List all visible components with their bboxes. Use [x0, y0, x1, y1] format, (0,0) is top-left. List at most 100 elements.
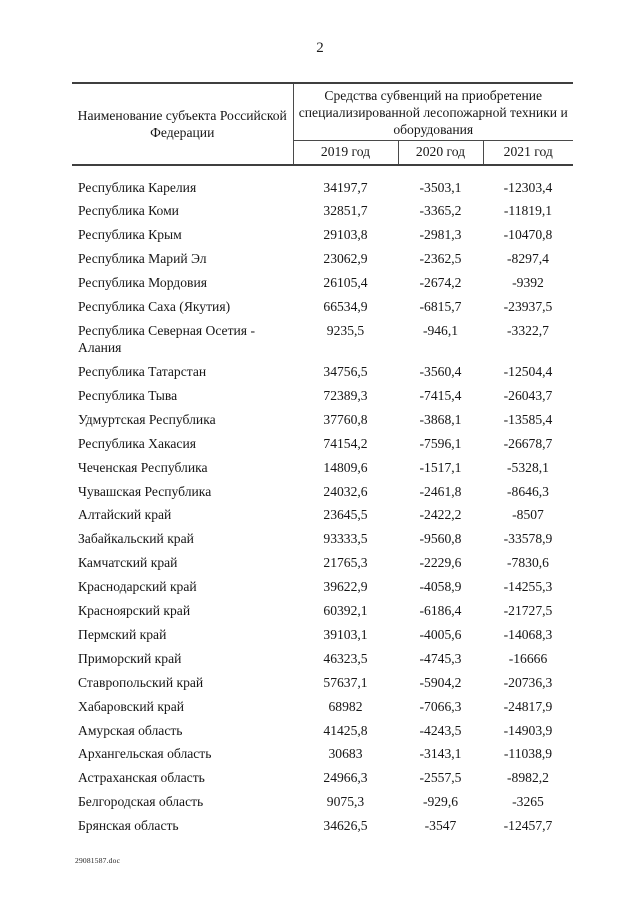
value-cell-2020: -6815,7 [419, 299, 462, 315]
value-cell-2019: 26105,4 [323, 275, 368, 291]
table-row: Красноярский край 60392,1 -6186,4 -21727… [72, 599, 573, 623]
table-row: Ставропольский край 57637,1 -5904,2 -207… [72, 670, 573, 694]
footer-filename: 29081587.doc [75, 856, 121, 865]
value-cell-2021: -12303,4 [503, 179, 553, 195]
region-name-cell: Астраханская область [78, 770, 205, 786]
value-cell-2019: 34626,5 [323, 818, 368, 834]
region-name-cell: Республика Марий Эл [78, 251, 207, 267]
table-row: Республика Коми 32851,7 -3365,2 -11819,1 [72, 199, 573, 223]
table-row: Хабаровский край 68982 -7066,3 -24817,9 [72, 694, 573, 718]
table-row: Чувашская Республика 24032,6 -2461,8 -86… [72, 479, 573, 503]
value-cell-2021: -11819,1 [503, 203, 553, 219]
value-cell-2021: -26043,7 [503, 387, 553, 403]
value-cell-2019: 30683 [328, 746, 363, 762]
value-cell-2021: -33578,9 [503, 531, 553, 547]
value-cell-2021: -23937,5 [503, 299, 553, 315]
value-cell-2020: -7415,4 [419, 387, 462, 403]
value-cell-2019: 32851,7 [323, 203, 368, 219]
value-cell-2020: -4745,3 [419, 650, 462, 666]
value-cell-2020: -7596,1 [419, 435, 462, 451]
table-row: Республика Марий Эл 23062,9 -2362,5 -829… [72, 247, 573, 271]
table-row: Алтайский край 23645,5 -2422,2 -8507 [72, 503, 573, 527]
table-row: Белгородская область 9075,3 -929,6 -3265 [72, 790, 573, 814]
value-cell-2020: -6186,4 [419, 603, 462, 619]
value-cell-2021: -24817,9 [503, 698, 553, 714]
region-name-cell: Амурская область [78, 722, 183, 738]
value-cell-2020: -3560,4 [419, 363, 462, 379]
table-row: Астраханская область 24966,3 -2557,5 -89… [72, 766, 573, 790]
value-cell-2021: -12457,7 [503, 818, 553, 834]
region-name-cell: Алтайский край [78, 507, 172, 523]
region-name-cell: Камчатский край [78, 555, 178, 571]
value-cell-2021: -13585,4 [503, 411, 553, 427]
value-cell-2020: -2422,2 [419, 507, 462, 523]
table-row: Республика Карелия 34197,7 -3503,1 -1230… [72, 165, 573, 200]
value-cell-2021: -3265 [512, 794, 544, 810]
value-cell-2020: -3868,1 [419, 411, 462, 427]
value-cell-2021: -3322,7 [507, 322, 549, 338]
value-cell-2019: 93333,5 [323, 531, 368, 547]
value-cell-2021: -16666 [508, 650, 548, 666]
table-row: Республика Мордовия 26105,4 -2674,2 -939… [72, 271, 573, 295]
table-row: Забайкальский край 93333,5 -9560,8 -3357… [72, 527, 573, 551]
region-name-cell: Республика Карелия [78, 179, 197, 195]
value-cell-2020: -7066,3 [419, 698, 462, 714]
value-cell-2019: 14809,6 [323, 459, 368, 475]
value-cell-2020: -5904,2 [419, 674, 462, 690]
value-cell-2019: 37760,8 [323, 411, 368, 427]
table-row: Пермский край 39103,1 -4005,6 -14068,3 [72, 623, 573, 647]
value-cell-2019: 41425,8 [323, 722, 368, 738]
value-cell-2020: -3503,1 [419, 179, 462, 195]
table-row: Камчатский край 21765,3 -2229,6 -7830,6 [72, 551, 573, 575]
value-cell-2020: -2362,5 [419, 251, 462, 267]
value-cell-2021: -26678,7 [503, 435, 553, 451]
region-name-cell: Приморский край [78, 650, 182, 666]
table-row: Архангельская область 30683 -3143,1 -110… [72, 742, 573, 766]
table-row: Амурская область 41425,8 -4243,5 -14903,… [72, 718, 573, 742]
value-cell-2020: -2229,6 [419, 555, 462, 571]
value-cell-2019: 9235,5 [326, 322, 365, 338]
table-row: Республика Татарстан 34756,5 -3560,4 -12… [72, 360, 573, 384]
value-cell-2019: 21765,3 [323, 555, 368, 571]
value-cell-2019: 29103,8 [323, 227, 368, 243]
table-header: Наименование субъекта Российской Федерац… [72, 82, 573, 166]
value-cell-2020: -2674,2 [419, 275, 462, 291]
value-cell-2020: -2557,5 [419, 770, 462, 786]
value-cell-2020: -4243,5 [419, 722, 462, 738]
value-cell-2020: -946,1 [422, 322, 459, 338]
value-cell-2021: -11038,9 [503, 746, 553, 762]
column-header-year-2019: 2019 год [293, 140, 398, 166]
table-row: Республика Тыва 72389,3 -7415,4 -26043,7 [72, 383, 573, 407]
region-name-cell: Республика Тыва [78, 387, 178, 403]
value-cell-2020: -4005,6 [419, 626, 462, 642]
region-name-cell: Республика Крым [78, 227, 182, 243]
region-name-cell: Хабаровский край [78, 698, 185, 714]
region-name-cell: Краснодарский край [78, 579, 197, 595]
region-name-cell: Пермский край [78, 626, 167, 642]
value-cell-2019: 72389,3 [323, 387, 368, 403]
value-cell-2019: 66534,9 [323, 299, 368, 315]
column-header-year-2021: 2021 год [483, 140, 573, 166]
region-name-cell: Брянская область [78, 818, 179, 834]
value-cell-2019: 57637,1 [323, 674, 368, 690]
value-cell-2020: -3365,2 [419, 203, 462, 219]
table-row: Республика Саха (Якутия) 66534,9 -6815,7… [72, 295, 573, 319]
region-name-cell: Республика Саха (Якутия) [78, 299, 231, 315]
value-cell-2021: -14903,9 [503, 722, 553, 738]
table-row: Удмуртская Республика 37760,8 -3868,1 -1… [72, 407, 573, 431]
table-row: Республика Крым 29103,8 -2981,3 -10470,8 [72, 223, 573, 247]
value-cell-2021: -12504,4 [503, 363, 553, 379]
page-number: 2 [316, 40, 324, 56]
column-header-year-2020: 2020 год [397, 140, 484, 166]
value-cell-2019: 60392,1 [323, 603, 368, 619]
value-cell-2019: 23062,9 [323, 251, 368, 267]
value-cell-2021: -14255,3 [503, 579, 553, 595]
value-cell-2019: 23645,5 [323, 507, 368, 523]
value-cell-2020: -4058,9 [419, 579, 462, 595]
value-cell-2019: 24032,6 [323, 483, 368, 499]
value-cell-2020: -929,6 [422, 794, 459, 810]
value-cell-2019: 68982 [328, 698, 363, 714]
table-row: Брянская область 34626,5 -3547 -12457,7 [72, 814, 573, 838]
table-body: Республика Карелия 34197,7 -3503,1 -1230… [72, 165, 573, 838]
